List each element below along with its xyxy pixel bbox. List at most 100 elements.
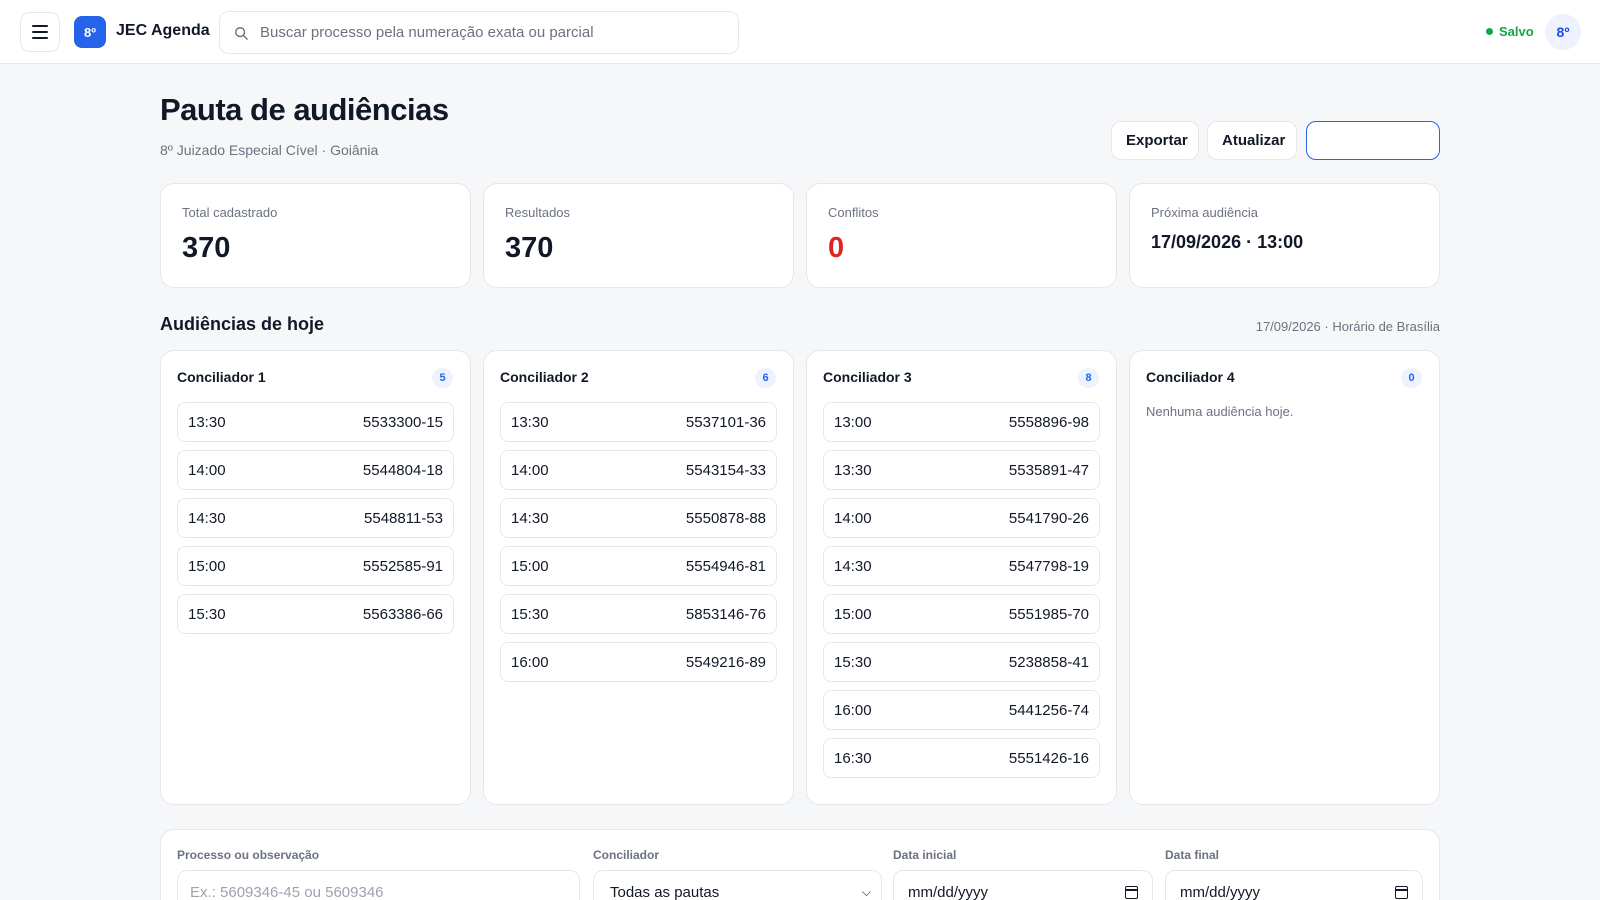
slot-process-number: 5238858-41 (1008, 653, 1089, 671)
column-title: Conciliador 4 (1146, 369, 1235, 385)
stat-card-results: Resultados 370 (483, 183, 794, 288)
hearing-slot[interactable]: 14:30 5550878-88 (500, 498, 777, 538)
slot-process-number: 5548811-53 (364, 509, 443, 527)
slot-process-number: 5543154-33 (685, 461, 766, 479)
hearing-slot[interactable]: 13:30 5537101-36 (500, 402, 777, 442)
slot-time: 16:30 (834, 749, 872, 767)
stat-value: 370 (182, 232, 231, 264)
hearing-slot[interactable]: 15:30 5238858-41 (823, 642, 1100, 682)
slot-time: 15:30 (511, 605, 549, 623)
hearing-slot[interactable]: 15:00 5554946-81 (500, 546, 777, 586)
hearing-slot[interactable]: 14:30 5547798-19 (823, 546, 1100, 586)
hearing-slot[interactable]: 16:30 5551426-16 (823, 738, 1100, 778)
hearing-slot[interactable]: 15:30 5853146-76 (500, 594, 777, 634)
slot-time: 14:00 (834, 509, 872, 527)
slot-process-number: 5441256-74 (1008, 701, 1089, 719)
slot-process-number: 5853146-76 (685, 605, 766, 623)
app-title: JEC Agenda (116, 22, 210, 39)
column-title: Conciliador 2 (500, 369, 589, 385)
stat-card-next-hearing: Próxima audiência 17/09/2026 · 13:00 (1129, 183, 1440, 288)
stat-label: Total cadastrado (182, 205, 278, 220)
refresh-button[interactable]: Atualizar (1207, 121, 1297, 160)
search-icon (235, 27, 248, 40)
select-value: Todas as pautas (610, 883, 720, 900)
slot-list: 13:30 5537101-36 14:00 5543154-33 14:30 55508… (500, 402, 777, 690)
slot-time: 16:00 (834, 701, 872, 719)
hearing-slot[interactable]: 16:00 5549216-89 (500, 642, 777, 682)
slot-time: 15:00 (834, 605, 872, 623)
saved-status: Salvo (1486, 24, 1534, 39)
slot-time: 15:30 (834, 653, 872, 671)
end-date-input[interactable]: mm/dd/yyyy (1165, 870, 1423, 900)
slot-time: 14:30 (511, 509, 549, 527)
slot-process-number: 5551985-70 (1008, 605, 1089, 623)
hearing-slot[interactable]: 16:00 5441256-74 (823, 690, 1100, 730)
stat-card-conflicts: Conflitos 0 (806, 183, 1117, 288)
count-badge: 8 (1078, 368, 1099, 388)
slot-process-number: 5552585-91 (362, 557, 443, 575)
column-title: Conciliador 1 (177, 369, 266, 385)
slot-process-number: 5535891-47 (1008, 461, 1089, 479)
stat-value: 370 (505, 232, 554, 264)
top-bar: 8º JEC Agenda Salvo 8º (0, 0, 1600, 64)
count-badge: 0 (1401, 368, 1422, 388)
slot-time: 13:30 (511, 413, 549, 431)
slot-process-number: 5550878-88 (685, 509, 766, 527)
slot-time: 15:00 (188, 557, 226, 575)
hearing-slot[interactable]: 14:00 5541790-26 (823, 498, 1100, 538)
slot-process-number: 5537101-36 (685, 413, 766, 431)
chevron-down-icon: ⌵ (861, 884, 871, 899)
slot-time: 14:30 (188, 509, 226, 527)
stat-label: Conflitos (828, 205, 879, 220)
calendar-icon[interactable] (1125, 885, 1138, 899)
calendar-icon[interactable] (1395, 885, 1408, 899)
start-date-input[interactable]: mm/dd/yyyy (893, 870, 1153, 900)
date-placeholder: mm/dd/yyyy (908, 883, 989, 900)
hearing-slot[interactable]: 13:30 5533300-15 (177, 402, 454, 442)
slot-time: 13:00 (834, 413, 872, 431)
slot-time: 15:00 (511, 557, 549, 575)
conciliator-column: Conciliador 2 6 13:30 5537101-36 14:00 5543… (483, 350, 794, 805)
section-title: Audiências de hoje (160, 314, 325, 334)
status-dot-icon (1486, 28, 1493, 35)
stat-value: 17/09/2026 · 13:00 (1151, 232, 1304, 252)
filters-panel: Processo ou observação Conciliador Todas… (160, 829, 1440, 900)
avatar[interactable]: 8º (1545, 14, 1581, 50)
slot-process-number: 5547798-19 (1008, 557, 1089, 575)
export-button[interactable]: Exportar (1111, 121, 1199, 160)
count-badge: 6 (755, 368, 776, 388)
primary-action-button[interactable] (1306, 121, 1440, 160)
slot-time: 14:00 (188, 461, 226, 479)
slot-time: 14:00 (511, 461, 549, 479)
slot-process-number: 5541790-26 (1008, 509, 1089, 527)
slot-process-number: 5558896-98 (1008, 413, 1089, 431)
hearing-slot[interactable]: 14:00 5543154-33 (500, 450, 777, 490)
conciliator-column: Conciliador 4 0 Nenhuma audiência hoje. (1129, 350, 1440, 805)
page-title: Pauta de audiências (160, 92, 449, 127)
app-logo: 8º (74, 16, 106, 48)
hearing-slot[interactable]: 15:00 5551985-70 (823, 594, 1100, 634)
slot-process-number: 5554946-81 (685, 557, 766, 575)
slot-process-number: 5563386-66 (362, 605, 443, 623)
hearing-slot[interactable]: 15:30 5563386-66 (177, 594, 454, 634)
hearing-slot[interactable]: 15:00 5552585-91 (177, 546, 454, 586)
stat-label: Próxima audiência (1151, 205, 1258, 220)
hearing-slot[interactable]: 13:00 5558896-98 (823, 402, 1100, 442)
slot-process-number: 5533300-15 (362, 413, 443, 431)
menu-button[interactable] (20, 12, 60, 52)
slot-time: 14:30 (834, 557, 872, 575)
slot-list: 13:00 5558896-98 13:30 5535891-47 14:00 55417… (823, 402, 1100, 786)
slot-process-number: 5544804-18 (362, 461, 443, 479)
hearing-slot[interactable]: 14:00 5544804-18 (177, 450, 454, 490)
date-placeholder: mm/dd/yyyy (1180, 883, 1261, 900)
process-filter-input[interactable] (177, 870, 580, 900)
hearing-slot[interactable]: 13:30 5535891-47 (823, 450, 1100, 490)
stat-label: Resultados (505, 205, 571, 220)
search-input[interactable] (260, 12, 730, 53)
search-box (219, 11, 739, 54)
page-subtitle: 8º Juizado Especial Cível · Goiânia (160, 142, 379, 158)
hearing-slot[interactable]: 14:30 5548811-53 (177, 498, 454, 538)
conciliator-select[interactable]: Todas as pautas ⌵ (593, 870, 882, 900)
conciliator-column: Conciliador 1 5 13:30 5533300-15 14:00 5544… (160, 350, 471, 805)
stat-card-total: Total cadastrado 370 (160, 183, 471, 288)
